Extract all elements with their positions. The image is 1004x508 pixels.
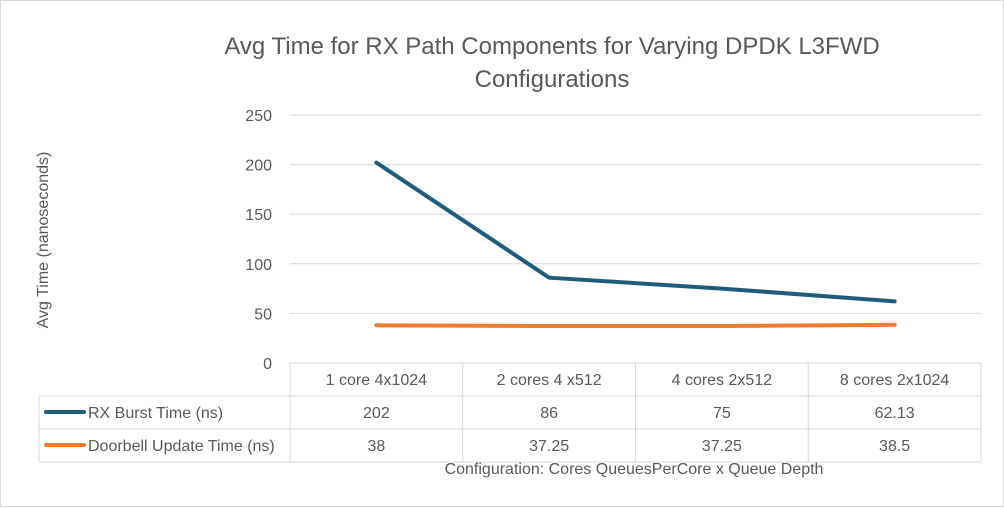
table-value-cell: 62.13 <box>875 405 915 422</box>
y-tick-label: 50 <box>254 306 272 323</box>
x-category-label: 8 cores 2x1024 <box>840 372 950 389</box>
table-value-cell: 75 <box>713 405 731 422</box>
table-value-cell: 37.25 <box>529 438 569 455</box>
x-category-label: 2 cores 4 x512 <box>497 372 602 389</box>
y-tick-label: 250 <box>245 108 272 125</box>
chart-title-line-1: Avg Time for RX Path Components for Vary… <box>224 33 879 60</box>
x-category-label: 4 cores 2x512 <box>672 372 773 389</box>
y-axis-title: Avg Time (nanoseconds) <box>35 152 52 329</box>
series-line-doorbell <box>374 322 897 329</box>
legend-label: Doorbell Update Time (ns) <box>88 438 275 455</box>
table-value-cell: 202 <box>363 405 390 422</box>
y-tick-label: 200 <box>245 158 272 175</box>
y-tick-label: 100 <box>245 257 272 274</box>
table-value-cell: 37.25 <box>702 438 742 455</box>
y-tick-label: 150 <box>245 207 272 224</box>
x-axis-title: Configuration: Cores QueuesPerCore x Que… <box>445 461 824 478</box>
y-tick-label: 0 <box>263 356 272 373</box>
table-value-cell: 38.5 <box>879 438 910 455</box>
table-value-cell: 38 <box>367 438 385 455</box>
x-category-label: 1 core 4x1024 <box>326 372 428 389</box>
series-line-rx-burst <box>374 160 897 304</box>
legend-label: RX Burst Time (ns) <box>88 405 223 422</box>
table-value-cell: 86 <box>540 405 558 422</box>
chart-title-line-2: Configurations <box>475 66 630 93</box>
